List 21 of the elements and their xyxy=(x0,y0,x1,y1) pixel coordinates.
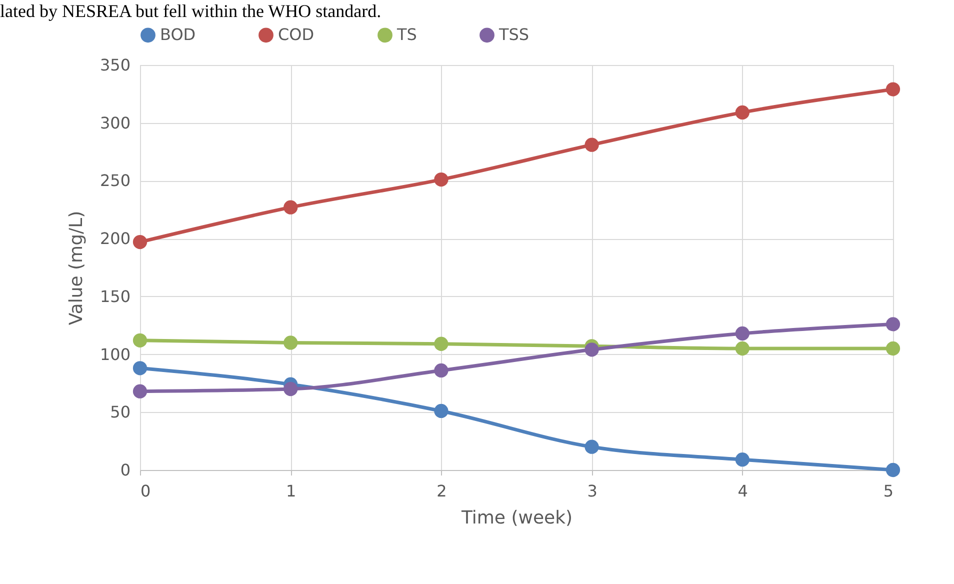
legend-label: TS xyxy=(396,25,417,44)
y-tick-label: 200 xyxy=(100,229,130,248)
y-tick-label: 100 xyxy=(100,344,130,364)
x-tick-label: 5 xyxy=(883,482,894,500)
y-tick-label: 150 xyxy=(100,286,130,306)
y-axis-title: Value (mg/L) xyxy=(66,210,87,326)
y-tick-label: 300 xyxy=(100,113,130,132)
y-tick-label: 250 xyxy=(100,171,130,190)
x-tick-label: 0 xyxy=(140,482,151,500)
y-tick-label: 0 xyxy=(120,460,130,480)
y-tick-label: 50 xyxy=(110,402,130,422)
legend-label: TSS xyxy=(498,25,530,44)
x-tick-label: 3 xyxy=(587,482,598,500)
x-axis-title: Time (week) xyxy=(460,508,573,528)
x-tick-label: 2 xyxy=(436,482,447,500)
legend-label: COD xyxy=(278,25,314,44)
y-tick-label: 350 xyxy=(100,56,130,74)
x-tick-label: 4 xyxy=(738,482,748,500)
legend-label: BOD xyxy=(160,25,196,44)
text: lated by NESREA but fell within the WHO standard. xyxy=(0,1,382,21)
x-tick-label: 1 xyxy=(286,482,296,500)
